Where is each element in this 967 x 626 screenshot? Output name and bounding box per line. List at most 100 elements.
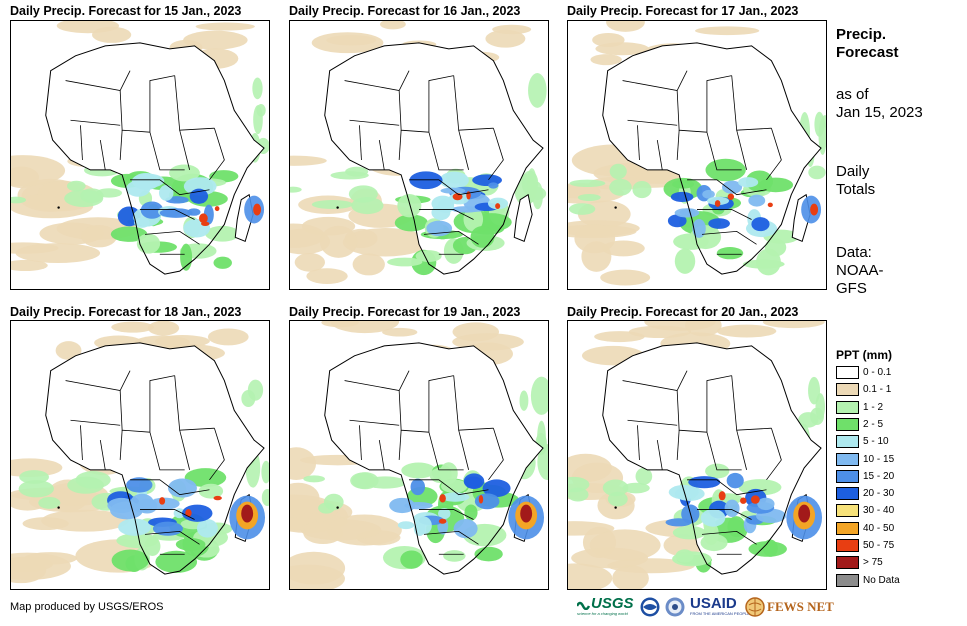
africa-landmass bbox=[324, 342, 544, 575]
land-precip-blue bbox=[181, 504, 213, 522]
land-precip-blue bbox=[196, 519, 218, 538]
land-precip-green bbox=[705, 463, 730, 479]
land-precip-blue bbox=[748, 194, 766, 207]
africa-coastline bbox=[45, 42, 265, 275]
island-marker bbox=[614, 206, 617, 209]
north-precip-light bbox=[55, 341, 82, 360]
panel-title-2: Daily Precip. Forecast for 16 Jan., 2023 bbox=[289, 4, 521, 18]
land-precip-blue bbox=[721, 180, 743, 194]
land-precip-hotspot bbox=[213, 495, 222, 501]
country-border bbox=[627, 119, 678, 126]
ocean-precip-light bbox=[294, 252, 325, 272]
land-precip-hotspot bbox=[452, 193, 463, 201]
country-border bbox=[149, 132, 185, 171]
land-precip-blue bbox=[708, 218, 730, 229]
land-precip-green bbox=[169, 164, 200, 182]
north-precip-light bbox=[606, 21, 645, 32]
island-marker bbox=[336, 506, 339, 509]
legend-label: 1 - 2 bbox=[863, 401, 884, 413]
land-precip-blue bbox=[167, 478, 197, 498]
ocean-precip-green bbox=[351, 472, 379, 490]
ocean-precip-green bbox=[67, 476, 104, 494]
legend-swatch bbox=[836, 539, 859, 552]
land-precip-blue bbox=[751, 217, 770, 232]
land-precip-green bbox=[213, 256, 232, 269]
africa-landmass bbox=[602, 42, 822, 275]
land-precip-blue bbox=[431, 195, 455, 212]
country-border bbox=[766, 128, 782, 181]
north-precip-light bbox=[111, 321, 154, 333]
legend-item: 0 - 0.1 bbox=[836, 366, 956, 381]
ocean-precip-green bbox=[19, 470, 49, 484]
country-border bbox=[706, 375, 732, 433]
legend-item: 10 - 15 bbox=[836, 452, 956, 468]
ocean-precip-green bbox=[18, 480, 54, 498]
country-border bbox=[697, 509, 752, 520]
africa-coastline bbox=[45, 342, 265, 575]
country-border bbox=[378, 140, 385, 170]
country-border bbox=[70, 119, 121, 126]
ocean-precip-green bbox=[330, 171, 369, 180]
land-precip-green bbox=[470, 226, 495, 248]
land-precip-green bbox=[180, 243, 193, 271]
land-precip-green bbox=[672, 179, 695, 189]
legend-label: 0 - 0.1 bbox=[863, 367, 892, 378]
legend-label: 2 - 5 bbox=[863, 418, 884, 430]
land-precip-blue bbox=[474, 493, 500, 510]
legend-item: 50 - 75 bbox=[836, 539, 956, 554]
country-border bbox=[423, 231, 479, 245]
country-border bbox=[409, 179, 489, 196]
usgs-tagline: science for a changing world bbox=[577, 611, 628, 616]
ocean-precip-light bbox=[574, 223, 616, 254]
country-border bbox=[349, 419, 400, 426]
land-precip-blue bbox=[464, 476, 483, 489]
ocean-precip-green bbox=[11, 196, 27, 204]
land-precip-blue bbox=[726, 472, 744, 489]
country-border bbox=[149, 432, 185, 471]
north-precip-light bbox=[382, 327, 418, 337]
country-border bbox=[706, 75, 732, 133]
country-border bbox=[706, 432, 742, 471]
north-precip-light bbox=[694, 26, 760, 36]
land-precip-green bbox=[387, 257, 423, 267]
land-precip-blue bbox=[482, 479, 511, 498]
land-precip-hotspot bbox=[767, 202, 773, 208]
forecast-map-4 bbox=[10, 320, 270, 590]
indian-ocean-precip bbox=[798, 412, 819, 428]
land-precip-blue bbox=[409, 171, 443, 190]
country-border bbox=[119, 430, 123, 460]
country-border bbox=[130, 179, 210, 196]
doi-seal-logo bbox=[665, 596, 685, 618]
ocean-precip-green bbox=[609, 163, 627, 180]
land-precip-blue bbox=[674, 208, 700, 218]
side-heading-line1: Precip. bbox=[836, 26, 887, 43]
land-precip-blue bbox=[670, 191, 694, 202]
land-precip-green bbox=[205, 225, 240, 242]
land-precip-blue bbox=[700, 508, 726, 527]
fewsnet-logo-text: FEWS NET bbox=[767, 599, 834, 614]
country-border bbox=[656, 440, 663, 470]
ocean-precip-light bbox=[290, 564, 345, 589]
land-precip-blue bbox=[440, 492, 470, 502]
north-precip-light bbox=[592, 32, 625, 47]
legend-label: 20 - 30 bbox=[863, 488, 895, 500]
land-precip-green bbox=[198, 483, 224, 499]
country-border bbox=[419, 509, 474, 520]
country-border bbox=[458, 130, 470, 170]
usgs-logo: USGS science for a changing world bbox=[577, 596, 634, 618]
land-precip-blue bbox=[488, 182, 499, 189]
country-border bbox=[398, 430, 402, 460]
legend-label: > 75 bbox=[863, 557, 883, 569]
country-border bbox=[344, 370, 410, 391]
panel-title-6: Daily Precip. Forecast for 20 Jan., 2023 bbox=[567, 305, 799, 319]
forecast-map-1 bbox=[10, 20, 270, 290]
data-source-line2: NOAA- bbox=[836, 262, 884, 279]
indian-ocean-precip bbox=[808, 376, 821, 405]
legend-label: 30 - 40 bbox=[863, 505, 895, 517]
country-border bbox=[409, 479, 489, 496]
legend-label: 0.1 - 1 bbox=[863, 384, 892, 396]
land-precip-blue bbox=[702, 189, 715, 199]
ocean-precip-green bbox=[290, 186, 302, 193]
ocean-precip-light bbox=[568, 563, 613, 589]
land-precip-hotspot bbox=[159, 497, 166, 505]
